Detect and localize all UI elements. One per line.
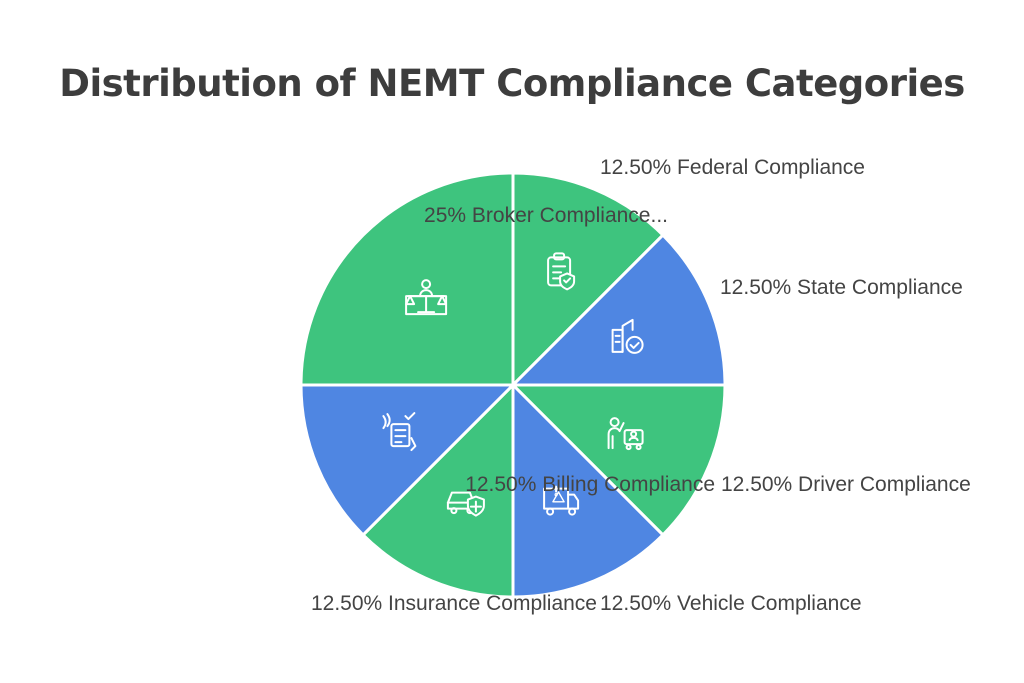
car-shield-icon: [446, 491, 485, 517]
slice-label: 12.50% Vehicle Compliance: [600, 592, 862, 615]
truck-warning-icon: [543, 485, 580, 516]
pie-slice-state-compliance: [509, 232, 727, 387]
clipboard-shield-icon: [547, 252, 576, 291]
slice-label: 12.50% Driver Compliance: [721, 473, 971, 496]
scales-person-icon: [405, 279, 448, 316]
building-check-icon: [611, 318, 644, 354]
pie-slice-billing-compliance: [299, 383, 517, 538]
pie-slice-driver-compliance: [509, 383, 727, 538]
slice-label: 12.50% Federal Compliance: [600, 156, 865, 179]
slice-label: 12.50% Billing Compliance: [465, 473, 715, 496]
slice-label: 12.50% State Compliance: [720, 276, 963, 299]
slice-label: 25% Broker Compliance...: [424, 204, 668, 227]
slice-label: 12.50% Insurance Compliance: [310, 592, 597, 615]
pie-slice-federal-compliance: [511, 171, 666, 389]
pie-slice-insurance-compliance: [360, 381, 515, 599]
document-check-icon: [382, 412, 417, 452]
driver-badge-icon: [607, 417, 644, 451]
pie-slice-broker-compliance: [299, 171, 515, 387]
pie-slice-vehicle-compliance: [511, 381, 666, 599]
chart-title: Distribution of NEMT Compliance Categori…: [59, 62, 965, 105]
